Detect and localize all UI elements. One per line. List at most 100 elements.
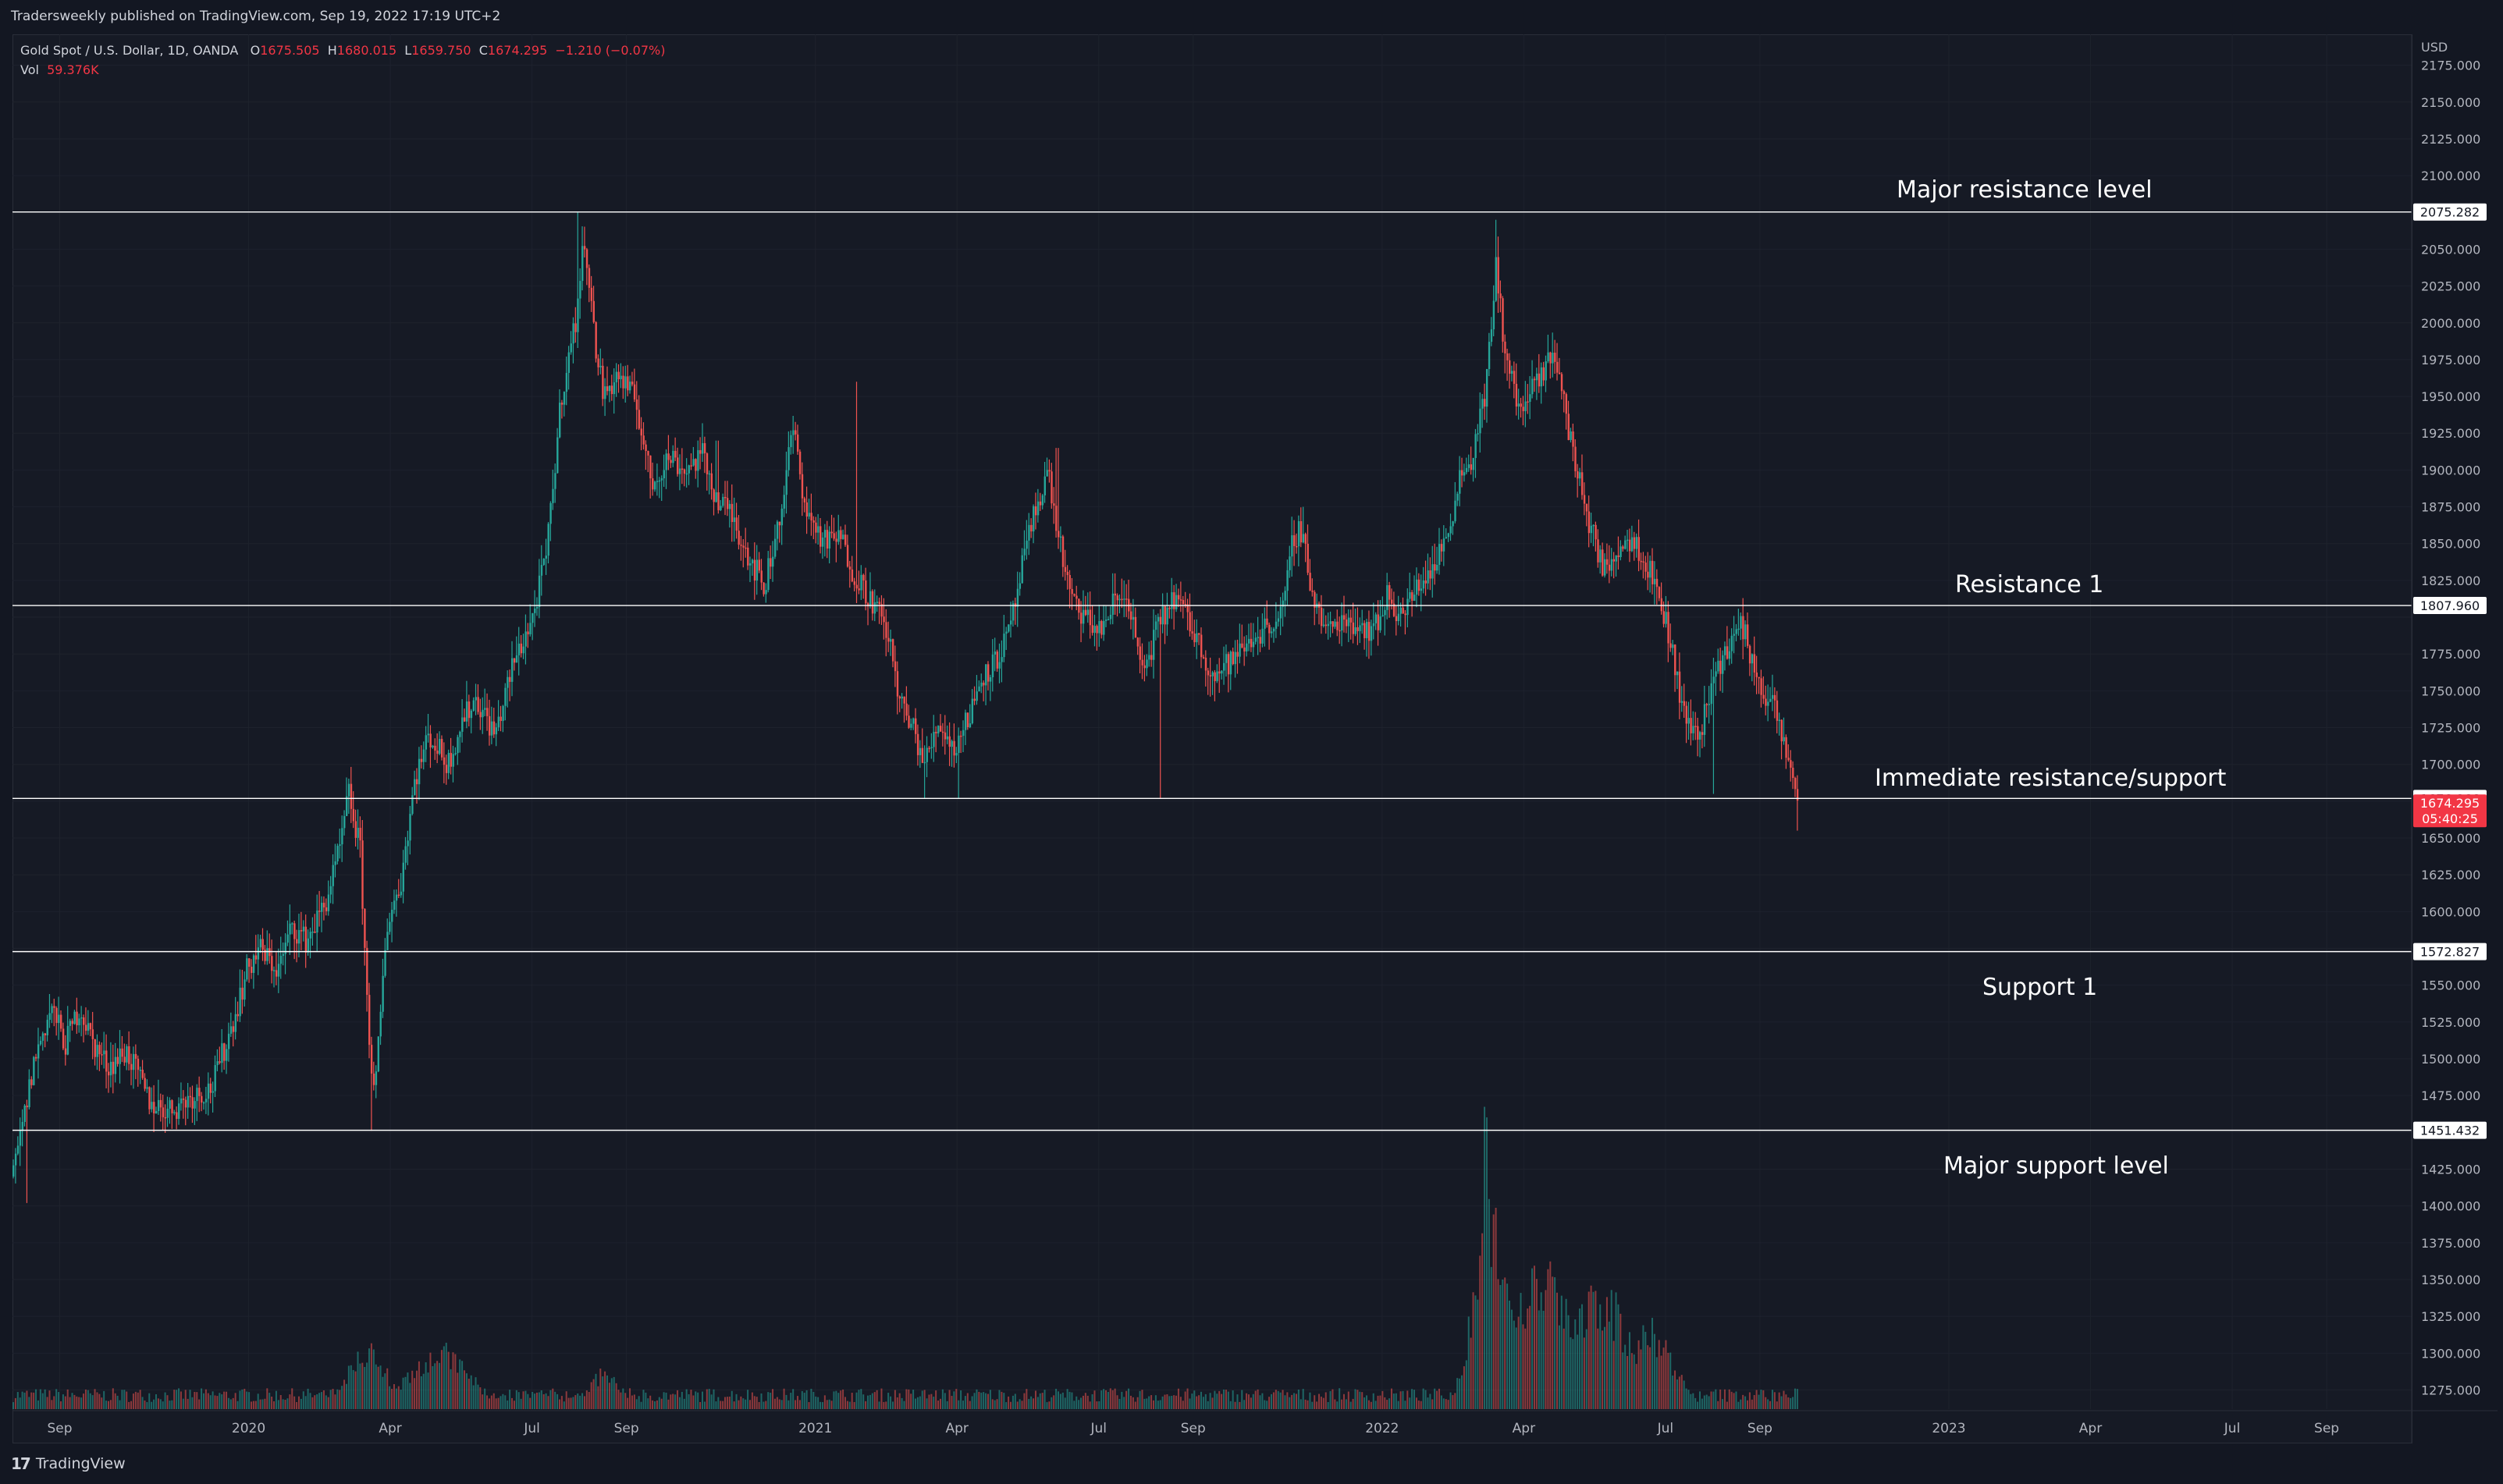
candle-body [574,323,577,332]
volume-bar [198,1399,201,1409]
candle-body [685,473,688,475]
volume-bar [810,1388,812,1409]
candle-body [773,538,777,557]
price-axis-tick: 1325.000 [2421,1309,2480,1324]
volume-bar [1046,1402,1048,1409]
candle-body [1529,394,1531,402]
volume-bar [1103,1389,1105,1409]
volume-bar [1164,1394,1166,1409]
candle-body [1399,607,1402,614]
legend-vol-value: 59.376K [47,62,99,77]
candle-body [507,676,509,688]
level-annotation[interactable]: Resistance 1 [1955,571,2104,599]
volume-bar [858,1390,860,1409]
volume-bar [570,1397,572,1409]
candle-body [291,923,293,925]
volume-bar [1722,1399,1724,1409]
volume-bar [891,1401,894,1409]
candle-body [891,639,894,662]
volume-bar [114,1393,116,1409]
tradingview-logo[interactable]: 17 TradingView [11,1454,126,1473]
candle-body [497,716,500,728]
volume-bar [1354,1389,1356,1409]
volume-bar [674,1394,677,1409]
candle-body [717,492,720,510]
volume-bar [697,1392,699,1409]
volume-bar [1257,1389,1259,1409]
volume-bar [37,1400,39,1409]
candle-body [805,502,808,517]
volume-bar [1560,1295,1563,1409]
legend-symbol[interactable]: Gold Spot / U.S. Dollar, 1D, OANDA [20,43,239,58]
volume-bar [678,1397,681,1409]
volume-bar [1080,1397,1083,1409]
candle-body [137,1058,140,1070]
volume-bar [226,1391,228,1409]
price-axis-tick: 1925.000 [2421,426,2480,441]
candle-body [472,700,475,711]
candle-body [1184,604,1187,605]
candle-body [978,686,980,692]
candle-body [1366,622,1368,638]
legend-vol-label[interactable]: Vol [20,62,39,77]
chart-pane[interactable] [12,34,2412,1443]
volume-bar [1642,1325,1644,1409]
volume-bar [78,1397,80,1409]
candle-body [1477,433,1479,435]
volume-bar [304,1396,307,1409]
volume-bar [282,1399,284,1409]
candle-body [1033,506,1035,532]
candle-body [1690,718,1692,733]
volume-bar [475,1377,477,1409]
volume-bar [1284,1395,1286,1409]
candle-body [1733,634,1735,636]
volume-bar [76,1396,78,1409]
volume-bar [1386,1400,1388,1409]
volume-bar [1021,1401,1023,1409]
candle-body [1223,662,1225,671]
candle-body [928,747,930,750]
volume-bar [107,1401,109,1409]
volume-bar [1610,1290,1612,1409]
candle-body [1367,622,1371,641]
volume-bar [232,1397,234,1409]
level-annotation[interactable]: Immediate resistance/support [1875,765,2227,793]
candle-body [579,281,581,299]
volume-bar [148,1393,151,1409]
candle-body [341,828,343,845]
candle-body [1599,549,1602,563]
volume-bar [1302,1389,1304,1409]
legend-open-label: O [250,43,261,58]
volume-bar [583,1396,585,1409]
level-annotation[interactable]: Major resistance level [1897,176,2153,204]
volume-bar [937,1401,940,1409]
volume-bar [1100,1390,1103,1409]
volume-bar [613,1376,615,1409]
candle-body [715,492,717,502]
candle-body [132,1053,135,1070]
volume-bar [254,1401,257,1409]
level-annotation[interactable]: Support 1 [1982,973,2098,1001]
candle-body [395,894,398,901]
volume-bar [826,1400,828,1409]
candle-body [695,459,697,471]
candle-body [216,1061,219,1066]
candle-body [1354,627,1356,634]
volume-bar [960,1390,962,1409]
volume-bar [1760,1390,1762,1409]
volume-bar [898,1393,901,1409]
volume-bar [1590,1285,1592,1409]
price-axis-tick: 1400.000 [2421,1199,2480,1214]
candle-body [321,903,323,912]
volume-bar [73,1394,76,1409]
level-annotation[interactable]: Major support level [1943,1152,2169,1180]
last-price-tag [2413,794,2487,828]
candle-body [1676,671,1679,676]
candle-body [1204,657,1207,671]
volume-bar [1765,1397,1767,1409]
candle-body [1527,401,1529,403]
volume-bar [447,1351,450,1409]
candle-body [1268,624,1271,634]
candle-body [427,733,429,736]
